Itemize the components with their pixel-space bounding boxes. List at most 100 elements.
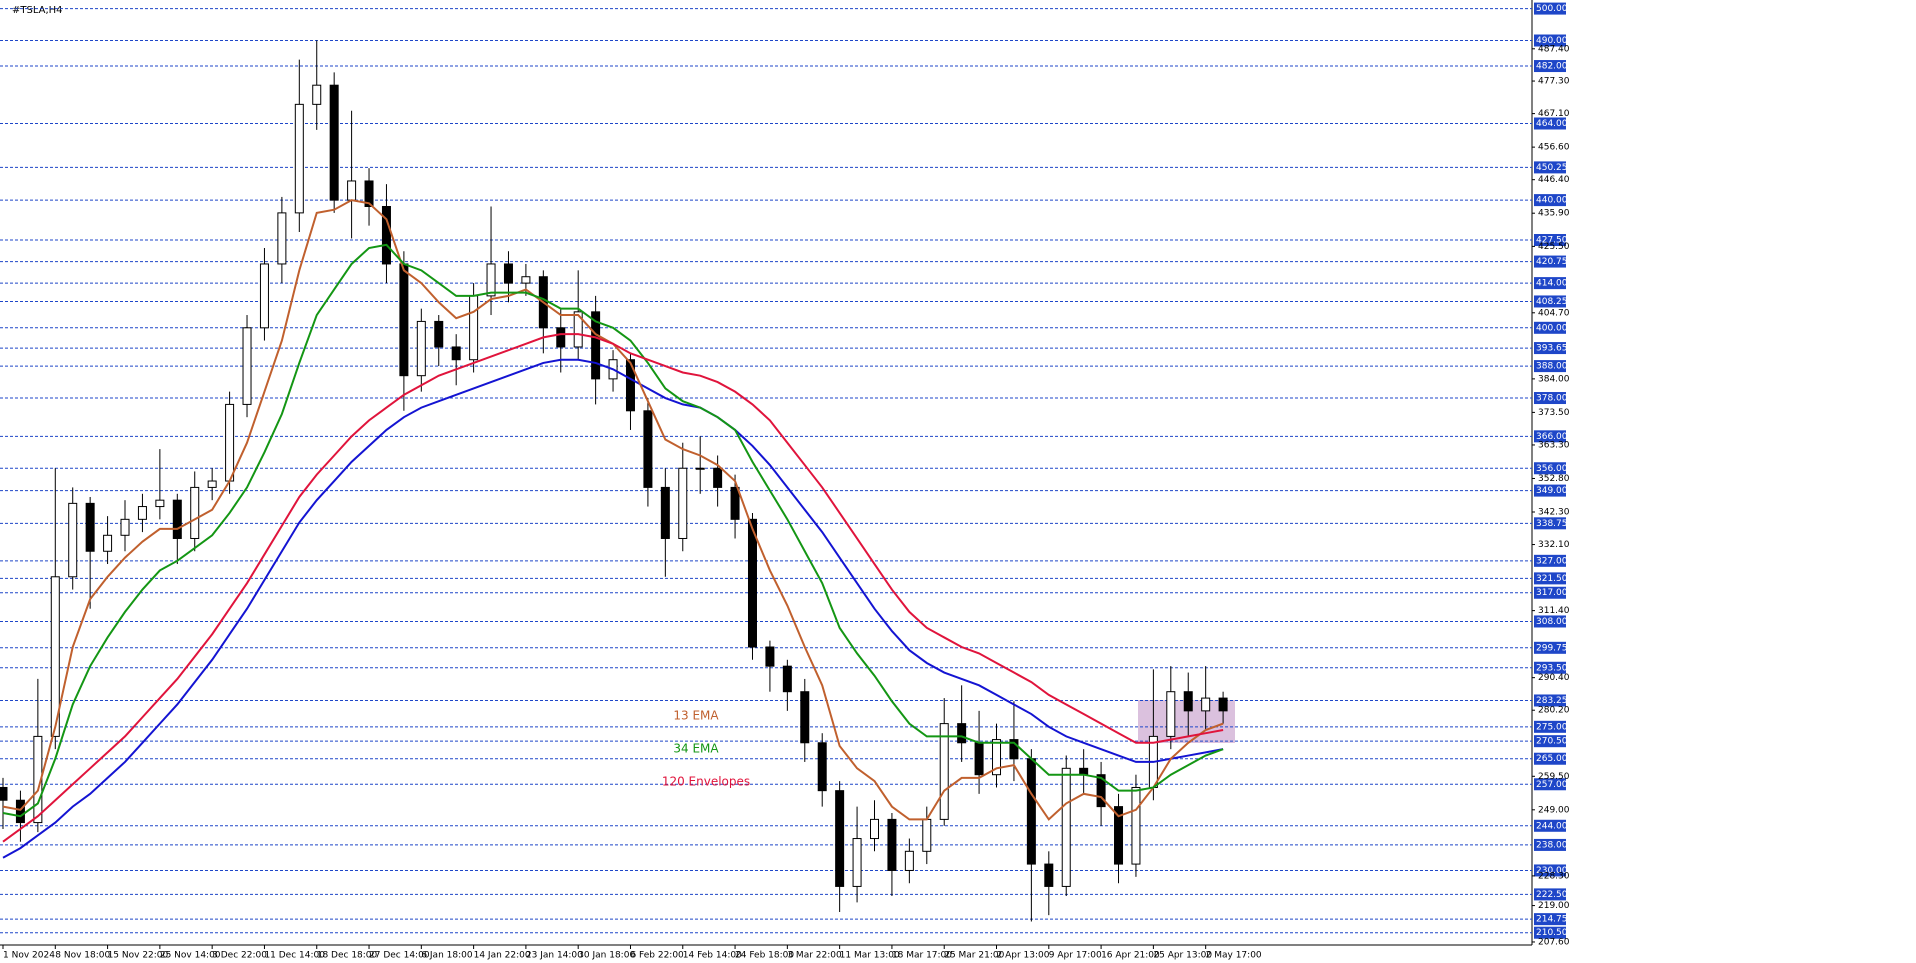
- candle-body: [503, 263, 513, 284]
- candle-body: [312, 84, 322, 105]
- candle-body: [1166, 691, 1176, 737]
- level-label: 500.00: [1536, 4, 1568, 14]
- candle-body: [486, 263, 496, 297]
- x-tick-label: 18 Dec 18:00: [317, 951, 378, 961]
- candle-body: [887, 818, 897, 871]
- x-tick-label: 11 Mar 13:00: [840, 951, 900, 961]
- candle-body: [591, 311, 601, 380]
- x-tick-label: 25 Mar 21:00: [944, 951, 1004, 961]
- level-label-bg: [1534, 430, 1566, 443]
- level-label-bg: [1534, 926, 1566, 939]
- candle-body: [939, 723, 949, 820]
- y-tick-label: 384.00: [1538, 374, 1570, 384]
- candle-body: [103, 534, 113, 552]
- level-label: 408.25: [1536, 297, 1568, 307]
- y-tick-label: 467.10: [1538, 109, 1570, 119]
- candle-body: [678, 467, 688, 539]
- level-label: 270.50: [1536, 737, 1568, 747]
- x-tick-label: 3 Dec 22:00: [212, 951, 267, 961]
- candle-body: [1114, 806, 1124, 865]
- candle-body: [573, 311, 583, 348]
- level-label: 378.00: [1536, 394, 1568, 404]
- y-tick-label: 219.00: [1538, 901, 1570, 911]
- x-tick-label: 25 Nov 14:00: [160, 951, 221, 961]
- level-label: 299.75: [1536, 643, 1568, 653]
- level-label: 293.50: [1536, 663, 1568, 673]
- candle-body: [259, 263, 269, 329]
- x-tick-label: 24 Feb 18:00: [735, 951, 794, 961]
- x-tick-label: 14 Jan 22:00: [474, 951, 531, 961]
- level-label: 450.25: [1536, 163, 1568, 173]
- candle-body: [817, 742, 827, 792]
- x-tick-label: 18 Mar 17:00: [892, 951, 952, 961]
- candle-body: [922, 818, 932, 852]
- x-tick-label: 8 Nov 18:00: [55, 951, 110, 961]
- level-label: 366.00: [1536, 432, 1568, 442]
- candle-body: [974, 742, 984, 776]
- y-tick-label: 363.30: [1538, 440, 1570, 450]
- level-label-bg: [1534, 554, 1566, 567]
- x-tick-label: 2 Apr 13:00: [997, 951, 1050, 961]
- candle-body: [1096, 774, 1106, 808]
- level-label-bg: [1534, 752, 1566, 765]
- level-label-bg: [1534, 295, 1566, 308]
- candle-body: [556, 327, 566, 348]
- candle-body: [1131, 786, 1141, 865]
- candle-body: [730, 486, 740, 520]
- candle-body: [1009, 739, 1019, 760]
- candle-body: [713, 467, 723, 488]
- level-label: 420.75: [1536, 257, 1568, 267]
- candle-body: [782, 665, 792, 693]
- level-label: 283.25: [1536, 696, 1568, 706]
- x-tick-label: 15 Nov 22:00: [108, 951, 169, 961]
- x-tick-label: 6 Feb 22:00: [630, 951, 684, 961]
- candle-body: [992, 739, 1002, 776]
- y-tick-label: 446.40: [1538, 175, 1570, 185]
- level-label: 414.00: [1536, 279, 1568, 289]
- candle-body: [0, 786, 8, 801]
- level-label: 244.00: [1536, 821, 1568, 831]
- level-label-bg: [1534, 34, 1566, 47]
- candle-body: [15, 799, 25, 824]
- y-tick-label: 404.70: [1538, 308, 1570, 318]
- x-tick-label: 27 Dec 14:00: [369, 951, 430, 961]
- y-tick-label: 373.50: [1538, 408, 1570, 418]
- y-tick-label: 249.00: [1538, 805, 1570, 815]
- level-label-bg: [1534, 735, 1566, 748]
- candle-body: [1026, 758, 1036, 865]
- candle-body: [1044, 863, 1054, 887]
- level-label-bg: [1534, 117, 1566, 130]
- level-label-bg: [1534, 517, 1566, 530]
- level-label: 338.75: [1536, 519, 1568, 529]
- level-label: 308.00: [1536, 617, 1568, 627]
- indicator-label: 120 Envelopes: [662, 775, 750, 789]
- y-tick-label: 207.60: [1538, 937, 1570, 947]
- level-label-bg: [1534, 838, 1566, 851]
- indicator-line: [2, 333, 1224, 843]
- candle-body: [695, 467, 705, 470]
- candle-body: [329, 84, 339, 201]
- level-label: 440.00: [1536, 196, 1568, 206]
- candle-body: [277, 212, 287, 265]
- level-label-bg: [1534, 586, 1566, 599]
- level-label-bg: [1534, 2, 1566, 15]
- candle-body: [364, 180, 374, 207]
- level-label: 222.50: [1536, 890, 1568, 900]
- level-label-bg: [1534, 913, 1566, 926]
- candle-body: [625, 359, 635, 412]
- x-tick-label: 2 May 17:00: [1206, 951, 1262, 961]
- y-tick-label: 352.80: [1538, 474, 1570, 484]
- level-label-bg: [1534, 484, 1566, 497]
- x-tick-label: 23 Jan 14:00: [526, 951, 583, 961]
- level-label-bg: [1534, 819, 1566, 832]
- x-tick-label: 9 Apr 17:00: [1049, 951, 1102, 961]
- candle-body: [521, 276, 531, 284]
- level-label: 427.50: [1536, 236, 1568, 246]
- level-label-bg: [1534, 572, 1566, 585]
- candle-body: [50, 576, 60, 737]
- level-label-bg: [1534, 360, 1566, 373]
- candle-body: [1201, 697, 1211, 712]
- level-label: 327.00: [1536, 556, 1568, 566]
- candle-body: [294, 103, 304, 214]
- y-tick-label: 290.40: [1538, 673, 1570, 683]
